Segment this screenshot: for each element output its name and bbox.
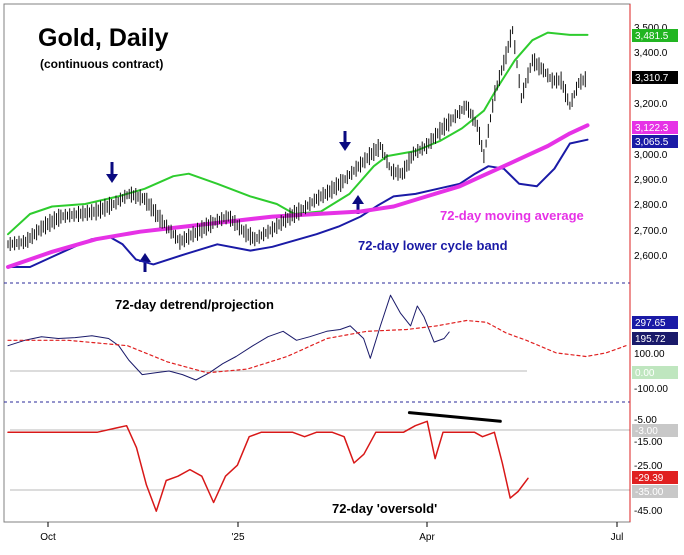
- moving-average-line: [6, 123, 590, 269]
- oscillator-badge-value-text: -29.39: [635, 473, 664, 484]
- price-y-tick: 2,700.0: [634, 226, 668, 237]
- oscillator-y-tick: -15.00: [634, 437, 663, 448]
- divergence-line: [407, 411, 502, 423]
- oscillator-badge-upper-text: -3.00: [635, 426, 658, 437]
- detrend-y-tick: 100.00: [634, 349, 665, 360]
- oscillator-badge-lower-text: -35.00: [635, 487, 664, 498]
- price-badge-upper-text: 3,481.5: [635, 31, 669, 42]
- chart-subtitle: (continuous contract): [40, 57, 163, 71]
- price-panel: [6, 26, 590, 269]
- chart-title: Gold, Daily: [38, 24, 169, 52]
- x-tick-label: Oct: [40, 532, 56, 543]
- projection-line: [7, 319, 627, 374]
- detrend-panel-label: 72-day detrend/projection: [115, 297, 274, 312]
- x-axis: Oct '25 Apr Jul: [40, 522, 623, 543]
- oscillator-y-axis: -5.00 -3.00 -15.00 -25.00 -29.39 -35.00 …: [632, 415, 678, 517]
- oscillator-badge-lower: [632, 485, 678, 498]
- oscillator-badge-value: [632, 471, 678, 484]
- detrend-line: [7, 294, 450, 381]
- price-badge-ma-text: 3,122.3: [635, 123, 669, 134]
- x-tick-label: Apr: [419, 532, 435, 543]
- cycle-arrow-down-2: [339, 131, 351, 151]
- price-y-tick: 2,800.0: [634, 200, 668, 211]
- detrend-badge-value: [632, 332, 678, 345]
- price-y-tick: 3,000.0: [634, 150, 668, 161]
- price-badge-lower-text: 3,065.5: [635, 137, 669, 148]
- lower-band-label: 72-day lower cycle band: [358, 238, 508, 253]
- cycle-arrow-up-1: [139, 253, 151, 272]
- oscillator-badge-upper: [632, 424, 678, 437]
- detrend-badge-zero-text: 0.00: [635, 368, 655, 379]
- detrend-badge-projection: [632, 316, 678, 329]
- price-badge-lower: 3,065.5: [632, 135, 678, 148]
- price-y-tick: 2,900.0: [634, 175, 668, 186]
- detrend-badge-zero: [632, 366, 678, 379]
- oscillator-panel: [7, 411, 529, 512]
- oscillator-line: [7, 420, 529, 512]
- price-y-tick: 2,600.0: [634, 251, 668, 262]
- detrend-y-tick: -100.00: [634, 384, 668, 395]
- price-badge-upper: 3,481.5: [632, 29, 678, 42]
- detrend-badge-value-text: 195.72: [635, 334, 666, 345]
- oscillator-y-tick: -5.00: [634, 415, 657, 426]
- price-y-axis: 3,500.0 3,400.0 3,200.0 3,000.0 2,900.0 …: [634, 23, 668, 262]
- x-tick-label: Jul: [611, 532, 624, 543]
- oscillator-y-tick: -45.00: [634, 506, 663, 517]
- detrend-badge-projection-text: 297.65: [635, 318, 666, 329]
- price-y-tick: 3,400.0: [634, 48, 668, 59]
- price-badge-last: 3,310.7: [632, 71, 678, 84]
- moving-average-label: 72-day moving average: [440, 208, 584, 223]
- price-y-tick: 3,200.0: [634, 99, 668, 110]
- oscillator-panel-label: 72-day 'oversold': [332, 501, 437, 516]
- cycle-arrow-down-1: [106, 162, 118, 183]
- oscillator-y-tick: -25.00: [634, 461, 663, 472]
- detrend-y-axis: 297.65 195.72 100.00 0.00 -100.00: [632, 316, 678, 395]
- price-badge-ma: 3,122.3: [632, 121, 678, 134]
- price-badge-last-text: 3,310.7: [635, 73, 669, 84]
- x-tick-label: '25: [231, 532, 244, 543]
- price-y-tick: 3,500.0: [634, 23, 668, 34]
- detrend-panel: [7, 294, 627, 381]
